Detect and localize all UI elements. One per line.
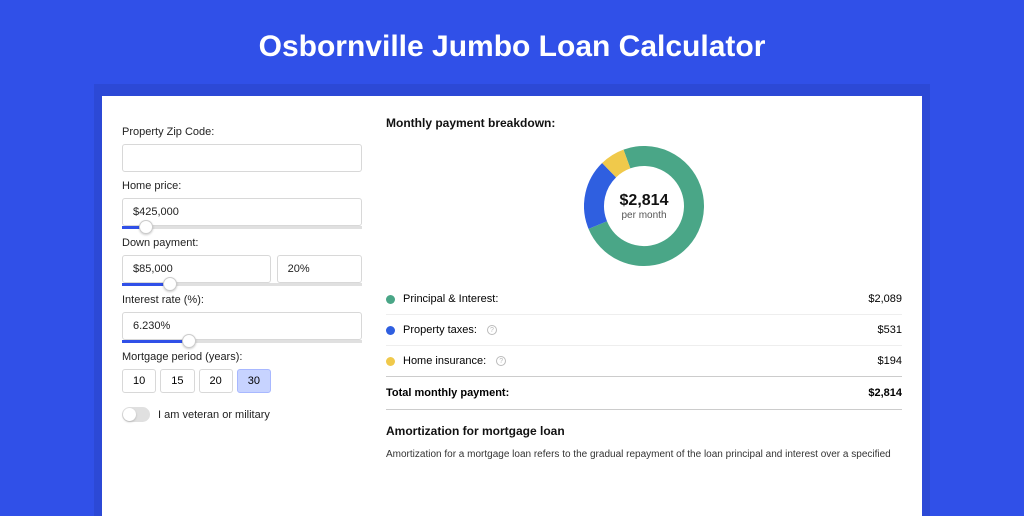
period-row: 10152030: [122, 369, 362, 393]
breakdown-row-left: Property taxes:?: [386, 324, 497, 336]
card-shadow: Property Zip Code: Home price: Down paym…: [94, 84, 930, 516]
zip-label: Property Zip Code:: [122, 126, 362, 138]
home-price-label: Home price:: [122, 180, 362, 192]
breakdown-amount: $2,089: [868, 293, 902, 305]
breakdown-row-left: Principal & Interest:: [386, 293, 498, 305]
interest-input[interactable]: [122, 312, 362, 340]
amort-text: Amortization for a mortgage loan refers …: [386, 448, 902, 462]
period-button-15[interactable]: 15: [160, 369, 194, 393]
calculator-card: Property Zip Code: Home price: Down paym…: [102, 96, 922, 516]
amort-title: Amortization for mortgage loan: [386, 424, 902, 438]
donut-amount: $2,814: [620, 192, 669, 210]
veteran-label: I am veteran or military: [158, 409, 270, 421]
breakdown-row: Principal & Interest: $2,089: [386, 284, 902, 314]
donut-chart-area: $2,814 per month: [386, 130, 902, 284]
breakdown-column: Monthly payment breakdown: $2,814 per mo…: [386, 110, 902, 502]
breakdown-label: Home insurance:: [403, 355, 486, 367]
page-title: Osbornville Jumbo Loan Calculator: [0, 0, 1024, 84]
donut-chart: $2,814 per month: [584, 146, 704, 266]
total-value: $2,814: [868, 387, 902, 399]
veteran-row: I am veteran or military: [122, 407, 362, 422]
zip-input[interactable]: [122, 144, 362, 172]
breakdown-title: Monthly payment breakdown:: [386, 116, 902, 130]
info-icon[interactable]: ?: [496, 356, 506, 366]
toggle-knob: [123, 408, 136, 421]
down-payment-pct-input[interactable]: [277, 255, 362, 283]
donut-center: $2,814 per month: [584, 146, 704, 266]
legend-dot: [386, 326, 395, 335]
period-button-20[interactable]: 20: [199, 369, 233, 393]
legend-dot: [386, 295, 395, 304]
down-payment-row: [122, 255, 362, 283]
period-label: Mortgage period (years):: [122, 351, 362, 363]
breakdown-total-row: Total monthly payment: $2,814: [386, 376, 902, 410]
form-column: Property Zip Code: Home price: Down paym…: [122, 110, 362, 502]
home-price-slider[interactable]: [122, 226, 362, 229]
breakdown-row-left: Home insurance:?: [386, 355, 506, 367]
veteran-toggle[interactable]: [122, 407, 150, 422]
breakdown-label: Principal & Interest:: [403, 293, 498, 305]
interest-label: Interest rate (%):: [122, 294, 362, 306]
breakdown-label: Property taxes:: [403, 324, 477, 336]
breakdown-list: Principal & Interest: $2,089 Property taxe…: [386, 284, 902, 376]
period-button-30[interactable]: 30: [237, 369, 271, 393]
down-payment-label: Down payment:: [122, 237, 362, 249]
breakdown-amount: $194: [878, 355, 902, 367]
breakdown-row: Property taxes:? $531: [386, 314, 902, 345]
interest-slider[interactable]: [122, 340, 362, 343]
info-icon[interactable]: ?: [487, 325, 497, 335]
slider-fill: [122, 340, 189, 343]
donut-sub: per month: [621, 210, 666, 221]
slider-handle[interactable]: [163, 277, 177, 291]
period-button-10[interactable]: 10: [122, 369, 156, 393]
breakdown-row: Home insurance:? $194: [386, 345, 902, 376]
legend-dot: [386, 357, 395, 366]
down-payment-slider[interactable]: [122, 283, 362, 286]
slider-handle[interactable]: [182, 334, 196, 348]
breakdown-amount: $531: [878, 324, 902, 336]
home-price-input[interactable]: [122, 198, 362, 226]
down-payment-input[interactable]: [122, 255, 271, 283]
total-label: Total monthly payment:: [386, 387, 509, 399]
slider-handle[interactable]: [139, 220, 153, 234]
